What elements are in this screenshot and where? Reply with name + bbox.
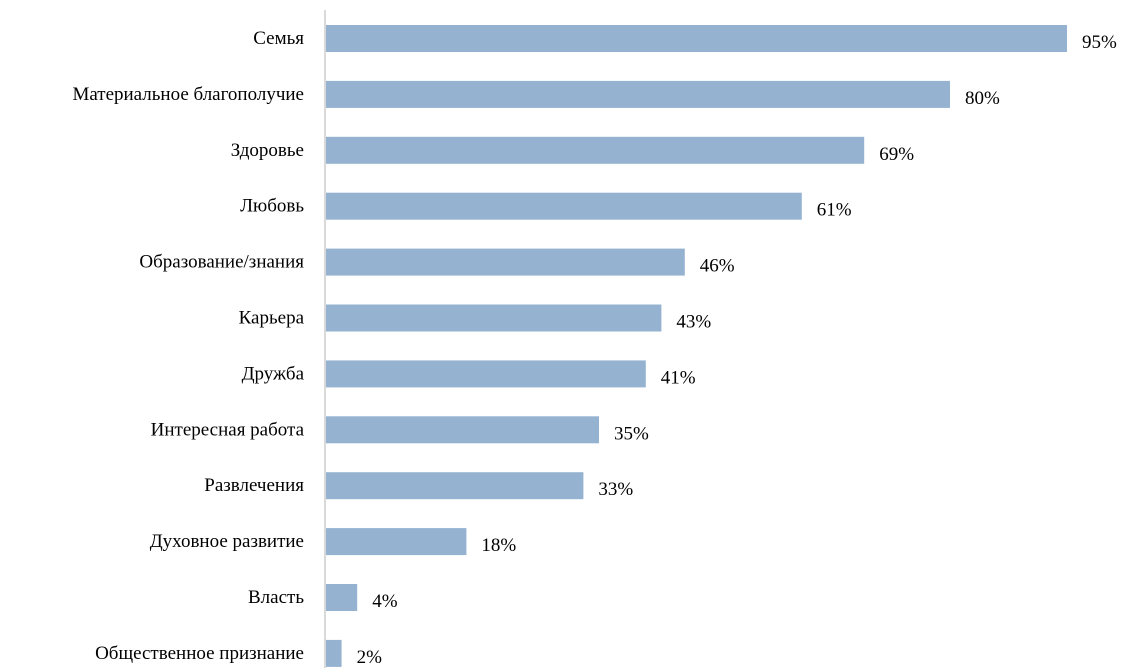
value-label: 4% <box>372 591 398 612</box>
bar <box>326 528 467 556</box>
bar <box>326 416 599 444</box>
bar <box>326 136 865 164</box>
bar <box>326 639 342 667</box>
value-label: 41% <box>661 367 696 388</box>
category-label: Материальное благополучие <box>72 84 304 105</box>
category-labels-group: Семья Материальное благополучие Здоровье Лю… <box>72 28 304 664</box>
bar <box>326 360 646 388</box>
category-label: Общественное признание <box>95 643 304 664</box>
value-label: 46% <box>700 256 735 277</box>
value-labels-group: 95% 80% 69% 61% 46% 43% 41% 35% 33% 18% 4% 2% <box>357 32 1117 668</box>
value-label: 2% <box>357 647 383 668</box>
value-label: 95% <box>1082 32 1117 53</box>
value-label: 33% <box>598 479 633 500</box>
bar <box>326 248 685 276</box>
category-label: Духовное развитие <box>150 531 304 552</box>
category-label: Дружба <box>242 363 305 384</box>
category-label: Интересная работа <box>151 419 305 440</box>
category-label: Здоровье <box>231 140 304 161</box>
category-label: Власть <box>248 587 304 608</box>
category-label: Любовь <box>240 196 304 217</box>
bar <box>326 25 1067 52</box>
value-label: 80% <box>965 88 1000 109</box>
category-label: Образование/знания <box>139 252 304 273</box>
bars-group <box>326 25 1067 667</box>
bar <box>326 304 662 332</box>
bar <box>326 472 584 500</box>
bar <box>326 584 358 611</box>
category-label: Развлечения <box>204 475 304 496</box>
value-label: 35% <box>614 423 649 444</box>
category-label: Карьера <box>239 308 305 329</box>
value-label: 69% <box>879 144 914 165</box>
category-label: Семья <box>253 28 304 49</box>
bar <box>326 192 802 220</box>
value-label: 18% <box>481 535 516 556</box>
value-label: 61% <box>817 200 852 221</box>
value-label: 43% <box>676 312 711 333</box>
bar <box>326 80 950 108</box>
